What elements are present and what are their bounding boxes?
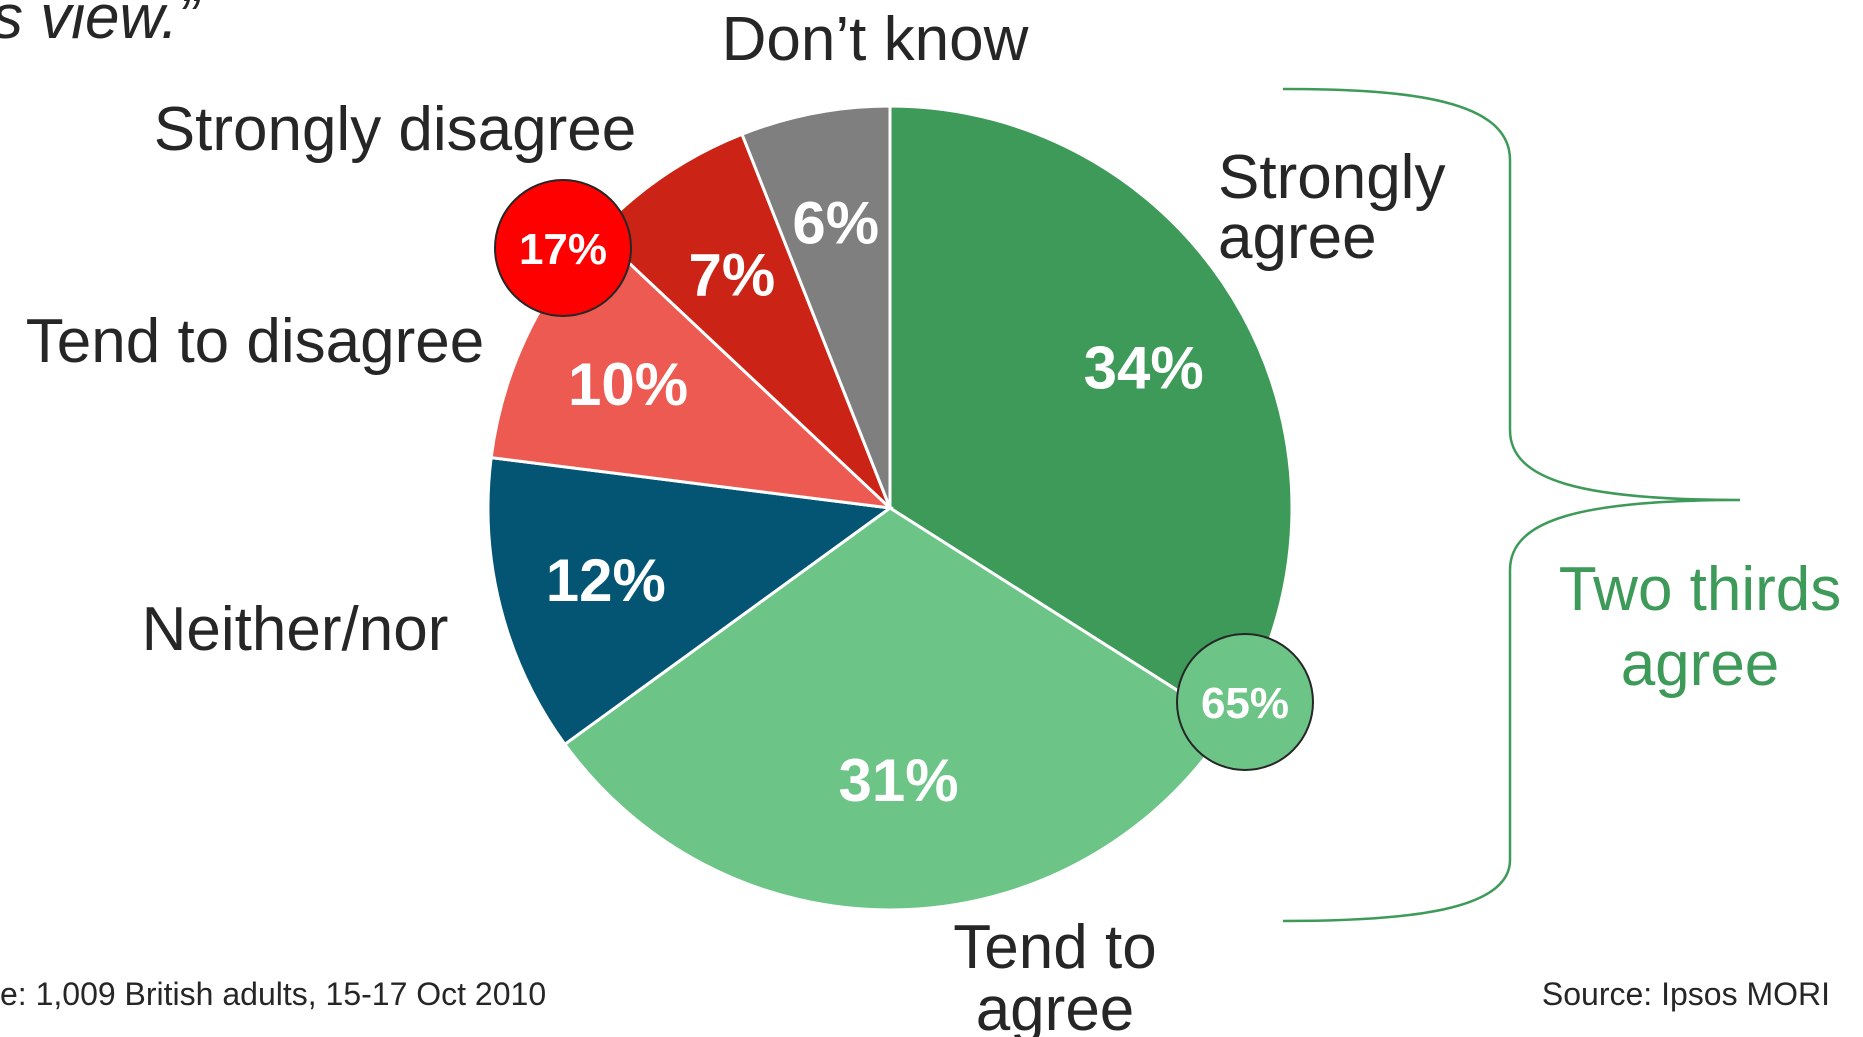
total-agree-badge: 65% [1176,633,1314,771]
pie-value-labels: 34% 31% 12% 10%7% 6% [546,190,1204,815]
total-agree-badge-text: 65% [1201,679,1289,728]
pie-slices [486,104,1294,912]
pie-category-label-3-line-0: Tend to disagree [26,307,484,376]
base-note: e: 1,009 British adults, 15-17 Oct 2010 [0,976,546,1012]
brace-annotation-line-2: agree [1621,630,1780,699]
brace-annotation-line-1: Two thirds [1559,555,1842,624]
pie-value-label-3: 10% [568,351,688,418]
pie-category-label-5-line-0: Don’t know [722,5,1029,74]
pie-category-label-1-line-1: agree [976,975,1135,1037]
pie-value-label-2: 12% [546,547,666,614]
pie-value-label-0: 34% [1084,335,1204,402]
pie-slice-5 [740,104,892,509]
pie-slice-2 [486,455,894,747]
agree-brace [1282,87,1741,923]
source-note: Source: Ipsos MORI [1542,976,1830,1012]
pie-value-label-1: 31% [839,747,959,814]
pie-value-label-4: 7% [688,241,775,308]
total-disagree-badge-text: 17% [519,225,607,274]
header-quote-fragment: s view.” [0,0,201,52]
pie-category-label-0-line-0: Strongly [1218,143,1445,212]
pie-category-label-0-line-1: agree [1218,203,1377,272]
pie-category-label-4-line-0: Strongly disagree [154,95,637,164]
total-disagree-badge: 17% [494,179,632,317]
pie-slice-1 [562,506,1232,912]
pie-category-label-1-line-0: Tend to [953,913,1156,982]
pie-value-label-5: 6% [792,190,879,257]
pie-slice-0 [888,104,1294,726]
pie-category-label-2-line-0: Neither/nor [142,595,449,664]
